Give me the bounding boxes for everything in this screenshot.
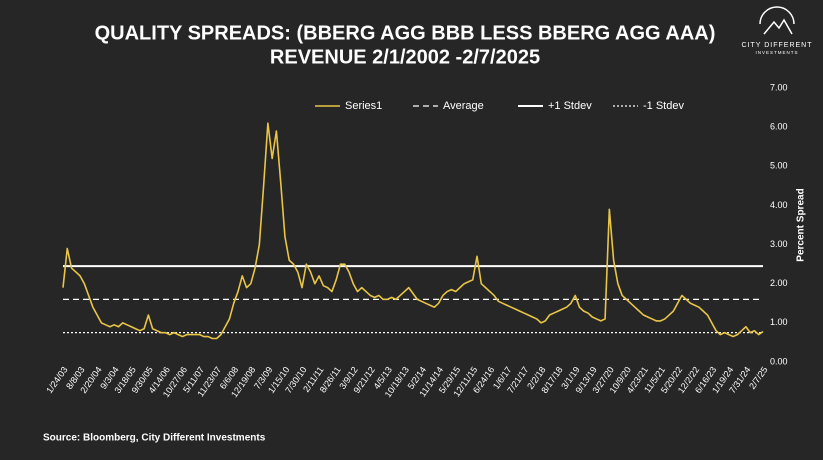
legend-label: Average — [443, 100, 484, 112]
y-tick-label: 6.00 — [770, 122, 788, 132]
legend-label: -1 Stdev — [643, 100, 684, 112]
y-tick-label: 2.00 — [770, 278, 788, 288]
y-tick-label: 5.00 — [770, 161, 788, 171]
chart-title: QUALITY SPREADS: (BBERG AGG BBB LESS BBE… — [95, 22, 716, 44]
legend-label: Series1 — [345, 100, 382, 112]
y-tick-label: 1.00 — [770, 317, 788, 327]
y-tick-label: 7.00 — [770, 82, 788, 92]
logo-tagline: INVESTMENTS — [755, 50, 798, 55]
logo-name: CITY DIFFERENT — [741, 42, 812, 49]
y-tick-label: 3.00 — [770, 239, 788, 249]
logo: CITY DIFFERENT INVESTMENTS — [741, 6, 812, 55]
y-axis-label: Percent Spread — [796, 188, 807, 261]
logo-arc — [759, 6, 795, 25]
y-tick-label: 0.00 — [770, 356, 788, 366]
chart-subtitle: REVENUE 2/1/2002 -2/7/2025 — [270, 46, 540, 68]
legend-label: +1 Stdev — [548, 100, 592, 112]
source: Source: Bloomberg, City Different Invest… — [43, 433, 266, 444]
y-tick-label: 4.00 — [770, 200, 788, 210]
data-line — [62, 122, 764, 340]
logo-mountain — [763, 18, 793, 35]
